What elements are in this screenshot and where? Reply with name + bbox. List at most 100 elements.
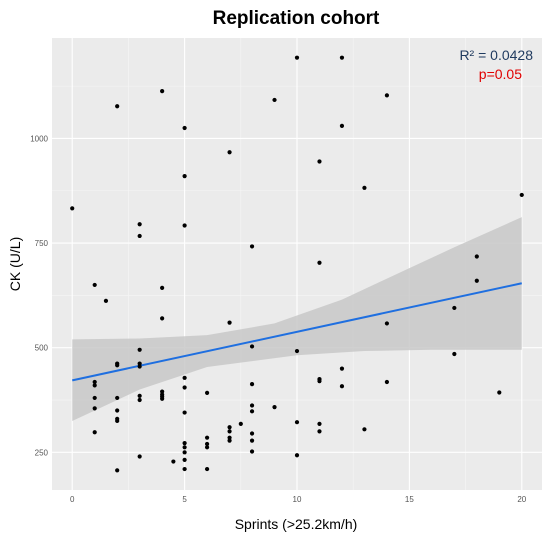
data-point (249, 403, 255, 408)
x-tick-label: 0 (70, 495, 75, 504)
data-point (384, 93, 390, 98)
y-axis-label: CK (U/L) (7, 237, 23, 291)
data-point (182, 375, 187, 380)
y-tick-label: 1000 (30, 134, 48, 143)
data-point (227, 429, 232, 434)
data-point (294, 348, 300, 354)
y-tick-label: 500 (35, 344, 49, 353)
data-point (339, 55, 345, 60)
data-point (137, 364, 142, 369)
data-point (317, 379, 322, 384)
data-point (362, 427, 367, 432)
data-point (294, 453, 300, 458)
data-point (160, 396, 165, 401)
p-value-annotation: p=0.05 (479, 66, 522, 82)
data-point (115, 395, 120, 401)
data-point (227, 320, 232, 325)
data-point (317, 159, 322, 164)
data-point (160, 285, 165, 290)
data-point (137, 347, 142, 352)
data-point (204, 445, 210, 450)
data-point (137, 233, 142, 239)
data-point (182, 385, 187, 390)
data-point (238, 421, 243, 426)
data-point (92, 282, 97, 288)
data-point (474, 254, 479, 259)
x-axis-label: Sprints (>25.2km/h) (235, 516, 358, 532)
data-point (227, 425, 232, 430)
data-point (474, 278, 479, 283)
data-point (249, 382, 255, 387)
data-point (339, 384, 345, 389)
data-point (182, 441, 187, 446)
data-point (70, 206, 75, 211)
data-point (204, 435, 210, 440)
data-point (182, 174, 187, 179)
data-point (204, 441, 210, 447)
data-point (137, 454, 142, 459)
confidence-band (72, 217, 522, 421)
data-point (227, 435, 232, 440)
data-point (272, 405, 277, 410)
data-point (339, 366, 345, 371)
data-point (182, 223, 187, 228)
data-point (115, 104, 120, 109)
r-squared-annotation: R² = 0.0428 (459, 47, 533, 63)
data-point (92, 430, 97, 435)
data-point (384, 321, 390, 326)
data-point (249, 244, 255, 249)
y-tick-label: 750 (35, 239, 49, 248)
regression-line (72, 282, 522, 382)
data-point (182, 457, 187, 462)
x-tick-label: 15 (405, 495, 414, 504)
data-point (317, 421, 322, 426)
data-point (227, 150, 232, 155)
data-point (182, 445, 187, 450)
x-tick-label: 10 (293, 495, 302, 504)
data-point (227, 438, 232, 443)
data-point (137, 222, 142, 227)
data-point (249, 409, 255, 414)
data-point (272, 97, 277, 103)
data-point (384, 379, 390, 385)
y-axis-ticks: 250 500 750 1000 (30, 134, 48, 457)
data-point (92, 379, 97, 385)
data-point (249, 449, 255, 454)
data-point (249, 438, 255, 443)
data-point (294, 55, 300, 60)
data-point (362, 185, 367, 190)
data-point (160, 316, 165, 321)
data-point (294, 420, 300, 425)
data-point (249, 344, 255, 349)
data-point (115, 418, 120, 424)
data-point (137, 361, 142, 366)
data-point (160, 389, 165, 394)
data-point (452, 305, 457, 311)
data-points (70, 55, 524, 473)
data-point (317, 260, 322, 265)
data-point (160, 89, 165, 94)
data-point (182, 466, 187, 472)
data-point (204, 466, 210, 472)
data-point (182, 450, 187, 455)
data-point (204, 390, 210, 396)
data-point (519, 192, 524, 198)
x-tick-label: 20 (517, 495, 526, 504)
data-point (249, 431, 255, 436)
data-point (497, 390, 502, 395)
x-axis-ticks: 0 5 10 15 20 (70, 495, 527, 504)
data-point (92, 395, 97, 401)
data-point (103, 298, 109, 303)
data-point (115, 363, 120, 368)
data-point (137, 397, 142, 403)
data-point (182, 125, 187, 131)
x-tick-label: 5 (182, 495, 187, 504)
data-point (339, 123, 345, 128)
y-tick-label: 250 (35, 448, 49, 457)
data-point (115, 408, 120, 413)
data-point (317, 429, 322, 434)
data-point (182, 410, 187, 415)
data-point (137, 393, 142, 398)
data-point (452, 351, 457, 357)
